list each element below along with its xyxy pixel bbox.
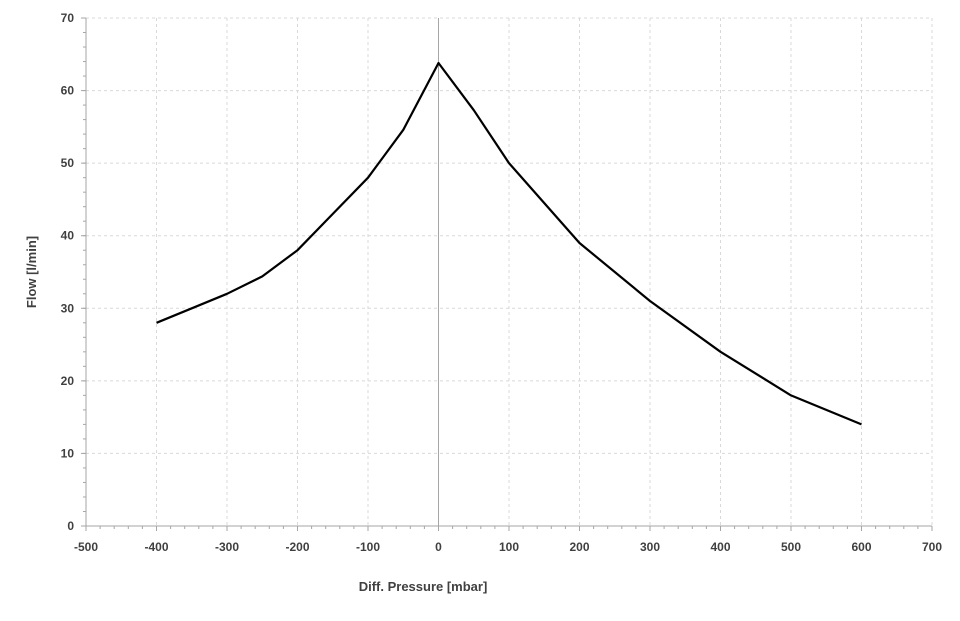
- y-tick-label: 10: [61, 446, 75, 460]
- flow-curve-line: [157, 63, 862, 424]
- x-tick-label: 100: [499, 540, 519, 554]
- x-tick-label: 300: [640, 540, 660, 554]
- series: [156, 63, 861, 424]
- x-tick-label: -200: [285, 540, 309, 554]
- y-tick-label: 60: [61, 84, 75, 98]
- y-tick-label: 30: [61, 301, 75, 315]
- x-tick-label: -400: [144, 540, 168, 554]
- axes: [81, 18, 932, 531]
- x-tick-label: 400: [710, 540, 730, 554]
- y-tick-label: 40: [61, 229, 75, 243]
- x-tick-label: 500: [781, 540, 801, 554]
- x-tick-label: 600: [851, 540, 871, 554]
- x-tick-label: -100: [356, 540, 380, 554]
- x-tick-label: -500: [74, 540, 98, 554]
- x-tick-label: 0: [435, 540, 442, 554]
- y-tick-label: 70: [61, 11, 75, 25]
- x-axis-label: Diff. Pressure [mbar]: [359, 579, 488, 594]
- x-tick-label: -300: [215, 540, 239, 554]
- y-tick-label: 50: [61, 156, 75, 170]
- y-tick-label: 0: [67, 519, 74, 533]
- x-tick-label: 200: [569, 540, 589, 554]
- y-tick-label: 20: [61, 374, 75, 388]
- y-axis-label: Flow [l/min]: [24, 236, 39, 308]
- x-tick-label: 700: [922, 540, 942, 554]
- grid: [86, 18, 932, 526]
